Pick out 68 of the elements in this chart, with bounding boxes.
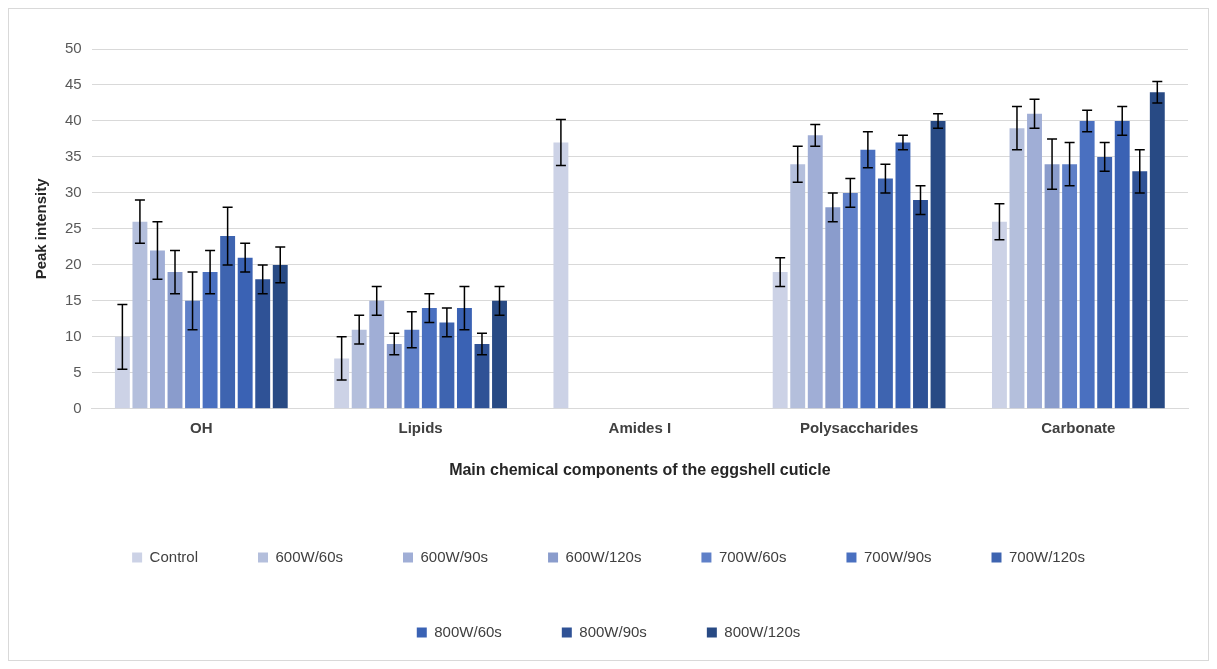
bar	[1079, 120, 1095, 409]
bar	[272, 264, 288, 409]
x-tick-label: Polysaccharides	[799, 418, 919, 436]
legend-label: 700W/60s	[718, 547, 787, 565]
bar	[877, 178, 893, 409]
bar	[913, 200, 928, 409]
y-axis-title: Peak intensity	[32, 177, 50, 280]
bar	[553, 142, 569, 409]
bar	[807, 135, 823, 409]
bar	[1114, 120, 1130, 409]
bar	[351, 329, 367, 409]
bar	[255, 279, 271, 409]
legend-label: 800W/90s	[579, 622, 647, 640]
bar	[1027, 113, 1042, 409]
bar	[202, 272, 218, 409]
legend-label: 600W/90s	[420, 547, 489, 565]
bar	[1009, 128, 1025, 409]
bar	[1132, 171, 1148, 409]
bar	[150, 250, 165, 409]
y-tick-label: 15	[65, 291, 82, 308]
bar	[369, 300, 385, 409]
bar	[421, 308, 437, 409]
y-tick-label: 50	[65, 39, 82, 57]
bar	[439, 322, 455, 409]
x-tick-label: Amides I	[608, 418, 672, 436]
legend-label: 800W/120s	[724, 622, 801, 640]
x-tick-label: Lipids	[398, 418, 443, 436]
y-tick-label: 40	[65, 111, 82, 129]
y-tick-label: 20	[65, 255, 82, 273]
bar	[991, 221, 1007, 409]
bar	[114, 336, 130, 409]
bar	[1149, 92, 1165, 409]
y-tick-label: 25	[65, 219, 82, 237]
bar	[790, 164, 806, 409]
bar	[220, 236, 236, 409]
legend-label: 700W/120s	[1009, 547, 1085, 565]
legend-label: 700W/90s	[863, 547, 932, 565]
bar	[492, 300, 507, 409]
bar	[1062, 164, 1078, 409]
bar	[1044, 164, 1060, 409]
bar	[842, 192, 858, 409]
bar	[825, 207, 841, 409]
y-tick-label: 30	[65, 183, 82, 201]
bar	[404, 329, 420, 409]
bar	[1097, 156, 1113, 409]
y-tick-label: 35	[65, 147, 82, 165]
bar	[930, 120, 946, 409]
x-tick-label: Carbonate	[1041, 418, 1116, 436]
bar	[860, 149, 876, 409]
bar	[167, 272, 183, 409]
y-tick-label: 5	[73, 362, 82, 380]
legend-label: 600W/120s	[565, 547, 642, 565]
legend-label: 800W/60s	[434, 622, 502, 640]
bar	[237, 257, 253, 409]
y-tick-label: 10	[65, 326, 82, 344]
y-tick-label: 0	[73, 398, 82, 416]
bar	[772, 272, 788, 409]
legend-label: Control	[149, 547, 198, 565]
bar	[334, 358, 350, 409]
bar	[456, 308, 472, 409]
y-tick-label: 45	[65, 75, 82, 93]
x-axis-title: Main chemical components of the eggshell cuticle	[449, 460, 831, 478]
legend-label: 600W/60s	[275, 547, 344, 565]
bar	[185, 300, 200, 409]
bar	[386, 344, 402, 409]
x-tick-label: OH	[190, 418, 213, 436]
bar	[895, 142, 911, 409]
bar	[132, 221, 148, 409]
